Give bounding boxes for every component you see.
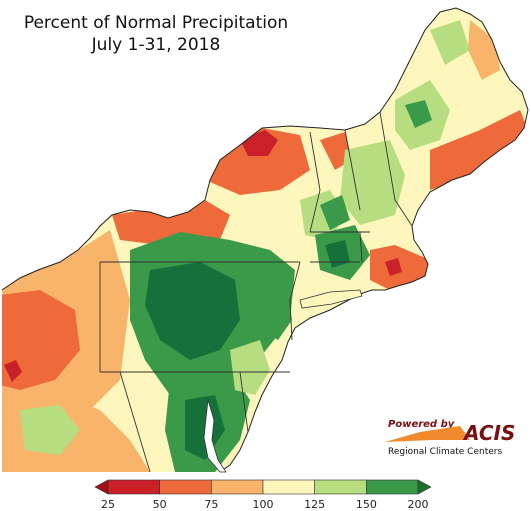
legend-segment-0	[107, 479, 160, 495]
legend-low-arrow	[94, 479, 109, 495]
legend-segment-5	[366, 479, 419, 495]
region-vt-green	[320, 195, 350, 230]
region-pa-wettest	[145, 262, 240, 360]
region-driest-west	[4, 360, 22, 382]
long-island	[299, 289, 363, 309]
acis-logo: Powered by ACIS Regional Climate Centers	[385, 419, 515, 457]
region-southwest-green	[20, 405, 80, 455]
region-maine-wet	[405, 100, 432, 128]
map-title: Percent of Normal Precipitation July 1-3…	[24, 13, 288, 55]
region-ct-wettest	[325, 240, 350, 268]
region-nj-green	[262, 290, 292, 340]
logo-acis: ACIS	[462, 421, 515, 445]
legend-tick-label: 150	[356, 498, 377, 511]
region-maine-coast-dry	[430, 110, 528, 190]
legend-tick-label: 50	[153, 498, 167, 511]
title-line-2: July 1-31, 2018	[91, 35, 221, 55]
legend-ticks: 25 50 75 100 125 150 200	[101, 498, 429, 511]
color-legend: 25 50 75 100 125 150 200	[94, 479, 432, 511]
logo-regional-climate-centers: Regional Climate Centers	[388, 447, 502, 457]
title-line-1: Percent of Normal Precipitation	[24, 13, 288, 33]
legend-tick-label: 125	[304, 498, 325, 511]
legend-segments	[107, 479, 419, 495]
chesapeake-bay	[203, 399, 227, 473]
logo-swoosh-icon	[385, 426, 470, 442]
state-borders	[99, 111, 413, 473]
legend-segment-2	[211, 479, 264, 495]
logo-powered-by: Powered by	[388, 419, 455, 430]
map-area	[1, 7, 529, 473]
legend-tick-label: 200	[408, 498, 429, 511]
legend-high-arrow	[417, 479, 432, 495]
region-de-green	[230, 340, 270, 395]
region-ri-driest	[385, 258, 402, 276]
region-maine-north-orange	[468, 20, 500, 80]
region-maine-north-green	[430, 20, 470, 65]
legend-segment-4	[314, 479, 367, 495]
legend-tick-label: 100	[253, 498, 274, 511]
legend-tick-label: 75	[204, 498, 218, 511]
legend-segment-3	[262, 479, 315, 495]
legend-tick-label: 25	[101, 498, 115, 511]
legend-segment-1	[159, 479, 212, 495]
land-outline	[1, 7, 529, 473]
region-drier-west	[2, 290, 80, 390]
